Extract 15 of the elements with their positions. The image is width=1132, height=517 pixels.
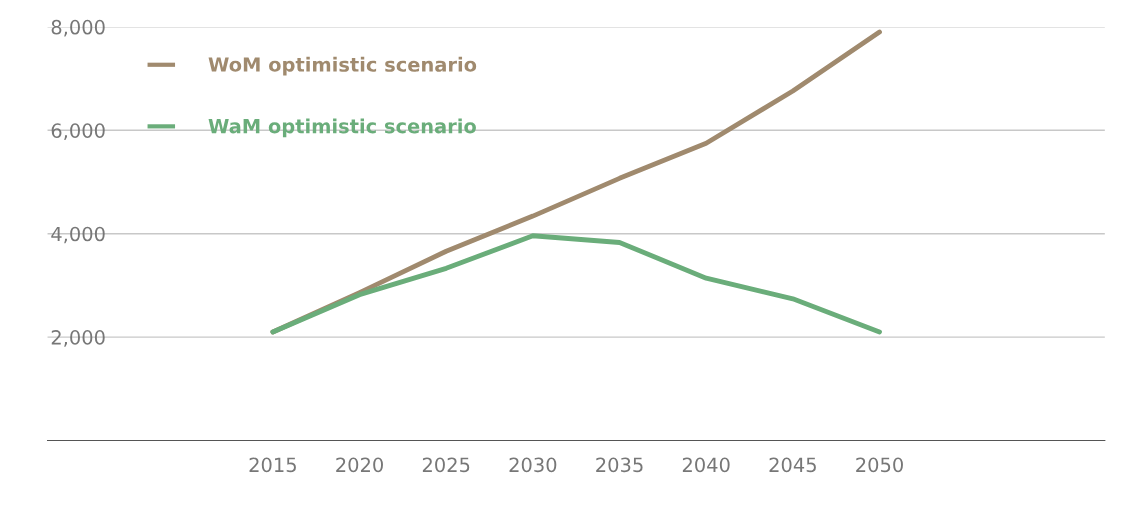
y-tick-label: 4,000 (51, 226, 105, 244)
x-tick-label: 2040 (682, 457, 730, 473)
y-tick-label: 6,000 (51, 123, 105, 140)
x-tick-label: 2015 (249, 457, 296, 473)
x-tick-label: 2020 (336, 457, 383, 473)
legend-label: WaM optimistic scenario (208, 118, 476, 138)
x-tick-label: 2030 (509, 457, 557, 473)
x-tick-label: 2045 (769, 457, 816, 473)
x-tick-label: 2025 (422, 457, 470, 473)
y-tick-label: 8,000 (51, 19, 105, 37)
legend-label: WoM optimistic scenario (208, 56, 477, 76)
x-tick-label: 2035 (596, 457, 643, 473)
line-series (270, 233, 882, 335)
x-tick-label: 2050 (856, 457, 903, 473)
y-tick-label: 2,000 (51, 330, 105, 347)
